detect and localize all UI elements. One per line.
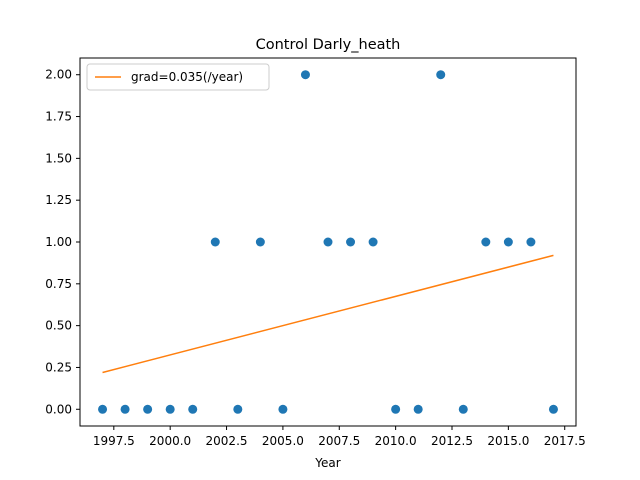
data-point [481,237,491,247]
data-point [323,237,333,247]
x-tick-label: 2005.0 [262,434,304,448]
x-tick-label: 1997.5 [93,434,135,448]
data-point [278,404,288,414]
y-tick-label: 1.00 [45,235,72,249]
data-point [233,404,243,414]
data-point [210,237,220,247]
y-tick-label: 0.75 [45,277,72,291]
x-tick-label: 2000.0 [149,434,191,448]
data-point [300,70,310,80]
data-point [188,404,198,414]
data-point [391,404,401,414]
data-point [98,404,108,414]
legend-box [86,63,270,91]
y-tick-label: 1.50 [45,151,72,165]
data-point [436,70,446,80]
data-point [503,237,513,247]
chart-title: Control Darly_heath [256,37,401,53]
y-axis: 0.00 0.25 0.50 0.75 1.00 1.25 1.50 1.75 2.00 [45,68,80,416]
y-tick-label: 0.00 [45,402,72,416]
data-point [120,404,130,414]
y-tick-label: 0.25 [45,360,72,374]
y-tick-label: 2.00 [45,68,72,82]
data-point [346,237,356,247]
x-axis: 1997.5 2000.0 2002.5 2005.0 2007.5 2010.0 2012… [93,426,586,448]
legend-label: grad=0.035(/year) [131,70,243,84]
x-axis-label: Year [314,456,340,470]
x-tick-label: 2015.0 [487,434,529,448]
x-tick-label: 2007.5 [318,434,360,448]
legend: grad=0.035(/year) [86,63,270,91]
data-marks [98,70,558,414]
trend-line [102,254,554,374]
y-tick-label: 1.75 [45,110,72,124]
data-point [255,237,265,247]
x-tick-label: 2010.0 [375,434,417,448]
data-point [368,237,378,247]
data-point [548,404,558,414]
data-point [458,404,468,414]
y-tick-label: 0.50 [45,319,72,333]
x-tick-label: 2012.5 [431,434,473,448]
data-point [143,404,153,414]
x-tick-label: 2002.5 [206,434,248,448]
y-tick-label: 1.25 [45,193,72,207]
data-point [413,404,423,414]
data-point [526,237,536,247]
data-point [165,404,175,414]
x-tick-label: 2017.5 [544,434,586,448]
